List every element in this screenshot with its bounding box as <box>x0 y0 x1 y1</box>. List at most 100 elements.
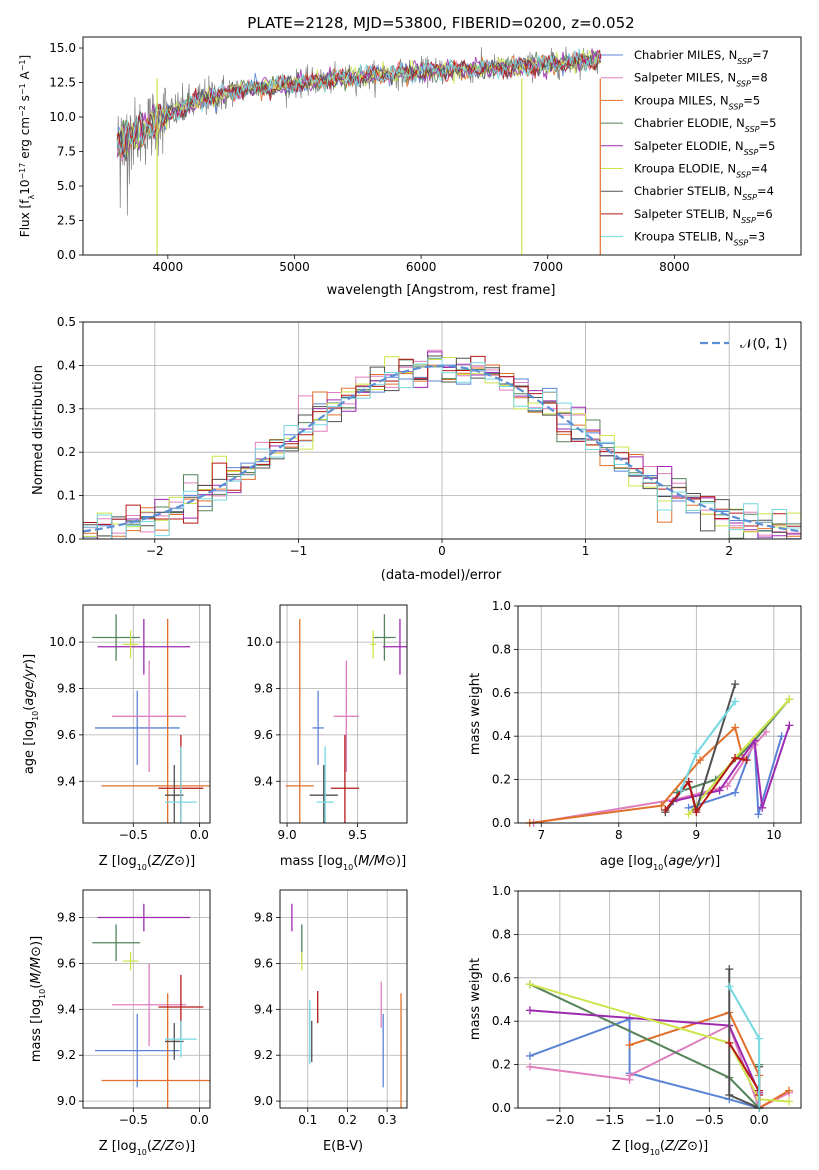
age-vs-Z-errorbars <box>92 614 210 823</box>
y-tick-label: 0.3 <box>57 402 76 416</box>
spectrum-legend: Chabrier MILES, NSSP=7 Salpeter MILES, NS… <box>601 48 776 247</box>
y-tick-label: 9.6 <box>57 728 76 742</box>
spectrum-lines <box>116 46 602 255</box>
mass-vs-EBV-axes: 0.1 0.2 0.3 9.0 9.2 9.4 9.6 9.8 <box>254 890 407 1127</box>
y-tick-label: 9.0 <box>57 1094 76 1108</box>
age-vs-Z-ylabel: age [log10(age/yr)] <box>22 654 40 774</box>
y-tick-label: 12.5 <box>49 76 76 90</box>
age-vs-mass-axes: 9.0 9.5 9.4 9.6 9.8 10.0 <box>246 605 407 842</box>
histogram-step-kroupa_stelib <box>83 357 801 539</box>
y-tick-label: 0.6 <box>492 971 511 985</box>
y-tick-label: 9.6 <box>254 956 273 970</box>
x-tick-label: 8 <box>615 828 623 842</box>
data-spectrum-line <box>116 46 599 216</box>
x-tick-label: 9 <box>693 828 701 842</box>
y-tick-label: 9.2 <box>57 1048 76 1062</box>
mass-vs-EBV-errorbars <box>291 903 402 1108</box>
mass-vs-EBV-xlabel: E(B-V) <box>323 1139 363 1154</box>
y-tick-label: 9.8 <box>254 681 273 695</box>
x-tick-label: 9.0 <box>278 828 297 842</box>
x-tick-label: 2 <box>725 544 733 558</box>
mass-weight-vs-Z-series <box>525 965 794 1112</box>
legend-label: Kroupa MILES, NSSP=5 <box>634 93 760 111</box>
mass-vs-Z-frame <box>82 889 211 1109</box>
x-tick-label: 5000 <box>279 260 310 274</box>
mass-weight-vs-Z-xlabel: Z [log10(Z/Z⊙)] <box>612 1139 708 1157</box>
y-tick-label: 0.4 <box>57 358 76 372</box>
age-vs-Z-frame <box>82 604 211 824</box>
normal-curve <box>83 364 801 533</box>
x-tick-label: 7 <box>537 828 545 842</box>
x-tick-label: 0.2 <box>338 1113 357 1127</box>
mass-weight-vs-Z-frame <box>517 890 802 1109</box>
x-tick-label: −0.5 <box>695 1113 724 1127</box>
legend-label: Salpeter ELODIE, NSSP=5 <box>634 139 775 157</box>
mass-weight-vs-age-series <box>525 680 794 827</box>
y-tick-label: 9.4 <box>57 774 76 788</box>
mass-vs-Z-errorbars <box>92 903 210 1108</box>
x-tick-label: 0 <box>438 544 446 558</box>
y-tick-label: 10.0 <box>246 635 273 649</box>
y-tick-label: 0.0 <box>492 1101 511 1115</box>
histogram-steps <box>83 349 801 539</box>
mass-vs-Z-ylabel: mass [log10(M/M⊙)] <box>29 936 47 1062</box>
x-tick-label: 0.3 <box>378 1113 397 1127</box>
x-tick-label: 4000 <box>153 260 184 274</box>
x-tick-label: −1 <box>290 544 308 558</box>
age-vs-mass-xlabel: mass [log10(M/M⊙)] <box>280 854 406 872</box>
x-tick-label: 6000 <box>406 260 437 274</box>
spectrum-frame <box>82 36 802 256</box>
y-tick-label: 0.0 <box>492 816 511 830</box>
y-tick-label: 10.0 <box>49 635 76 649</box>
spectrum-ylabel: Flux [fλ10−17 erg cm−2 s−1 A−1] <box>18 55 36 237</box>
y-tick-label: 1.0 <box>492 884 511 898</box>
histogram-ylabel: Normed distribution <box>31 365 46 495</box>
weight-line-salpeter_miles <box>533 731 767 824</box>
legend-label: Chabrier MILES, NSSP=7 <box>634 48 769 66</box>
y-tick-label: 9.6 <box>254 728 273 742</box>
y-tick-label: 9.8 <box>254 911 273 925</box>
histogram-xlabel: (data-model)/error <box>381 568 502 583</box>
x-tick-label: 0.0 <box>190 828 209 842</box>
spectrum-title: PLATE=2128, MJD=53800, FIBERID=0200, z=0… <box>247 14 634 32</box>
mass-vs-Z-axes: −0.5 0.0 9.0 9.2 9.4 9.6 9.8 <box>57 890 210 1127</box>
spectrum-xlabel: wavelength [Angstrom, rest frame] <box>327 283 556 298</box>
weight-line-kroupa_elodie <box>529 983 790 1103</box>
y-tick-label: 0.6 <box>492 686 511 700</box>
x-tick-label: −0.5 <box>119 1113 148 1127</box>
y-tick-label: 0.2 <box>492 1058 511 1072</box>
normal-legend-label: 𝒩(0, 1) <box>740 337 787 352</box>
x-tick-label: 0.0 <box>190 1113 209 1127</box>
y-tick-label: 9.4 <box>254 1002 273 1016</box>
y-tick-label: 0.2 <box>492 773 511 787</box>
model-spectrum-line <box>116 48 602 153</box>
weight-line-kroupa_stelib <box>679 700 736 791</box>
x-tick-label: −1.0 <box>645 1113 674 1127</box>
mass-vs-EBV-frame <box>279 889 408 1109</box>
x-tick-label: 7000 <box>532 260 563 274</box>
histogram-frame <box>82 321 802 540</box>
model-spectrum-line <box>116 49 602 157</box>
x-tick-label: −1.5 <box>595 1113 624 1127</box>
y-tick-label: 0.1 <box>57 489 76 503</box>
y-tick-label: 0.8 <box>492 642 511 656</box>
y-tick-label: 0.2 <box>57 445 76 459</box>
spectrum-axes: 4000 5000 6000 7000 8000 0.0 2.5 5.0 7.5 10.0 12.5… <box>49 41 689 274</box>
legend-label: Salpeter MILES, NSSP=8 <box>634 71 768 89</box>
y-tick-label: 1.0 <box>492 599 511 613</box>
y-tick-label: 0.5 <box>57 315 76 329</box>
weight-line-salpeter_elodie <box>529 1009 761 1108</box>
mass-weight-vs-age-axes: 7 8 9 10 0.0 0.2 0.4 0.6 0.8 1.0 <box>492 599 801 842</box>
age-vs-Z-xlabel: Z [log10(Z/Z⊙)] <box>99 854 195 872</box>
x-tick-label: −0.5 <box>119 828 148 842</box>
legend-label: Salpeter STELIB, NSSP=6 <box>634 207 773 225</box>
x-tick-label: 10 <box>766 828 781 842</box>
x-tick-label: −2 <box>146 544 164 558</box>
mass-weight-vs-age-ylabel: mass weight <box>468 673 483 755</box>
x-tick-label: 8000 <box>659 260 690 274</box>
y-tick-label: 5.0 <box>57 179 76 193</box>
age-vs-Z-axes: −0.5 0.0 9.4 9.6 9.8 10.0 <box>49 605 210 842</box>
x-tick-label: −2.0 <box>545 1113 574 1127</box>
y-tick-label: 9.8 <box>57 911 76 925</box>
